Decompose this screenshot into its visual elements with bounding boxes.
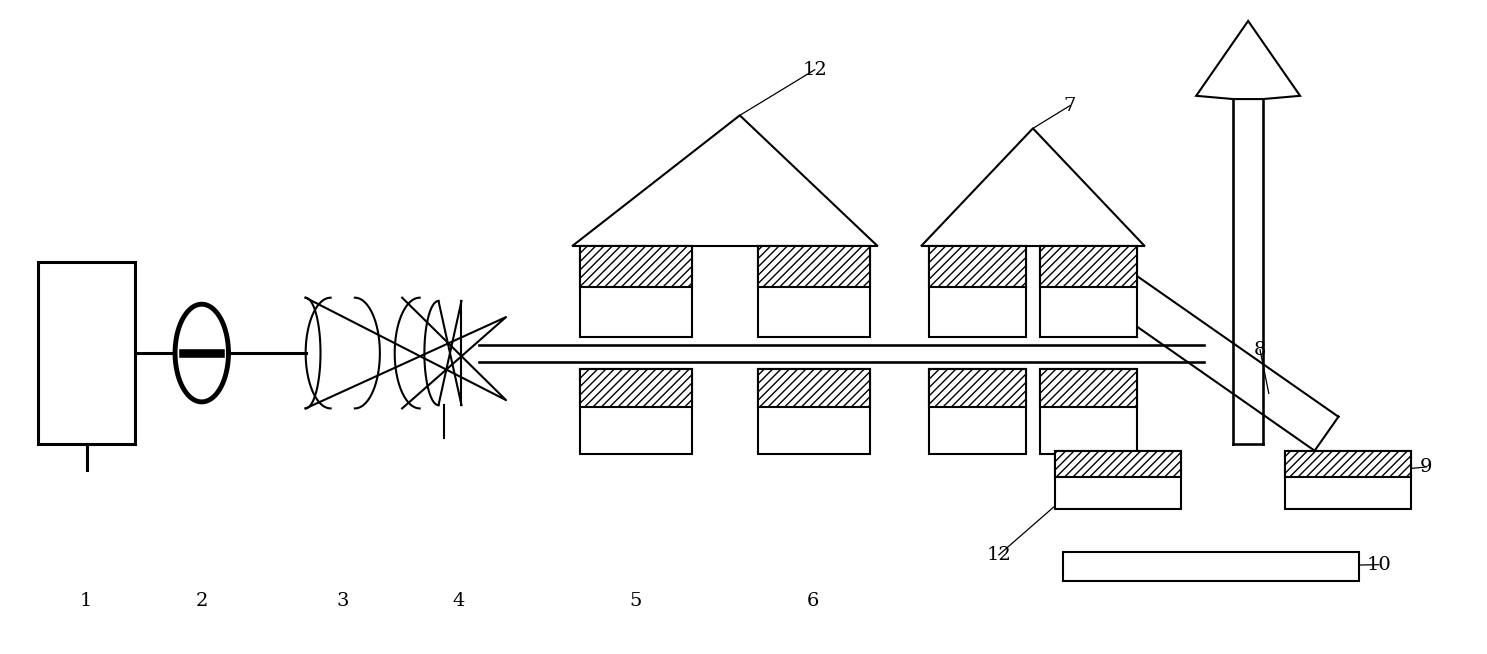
Text: 9: 9 xyxy=(1420,458,1432,476)
Bar xyxy=(1056,489,1411,509)
Bar xyxy=(1056,451,1181,477)
Text: 4: 4 xyxy=(452,591,465,610)
Text: 3: 3 xyxy=(336,591,349,610)
Text: 2: 2 xyxy=(196,591,208,610)
Polygon shape xyxy=(1196,21,1300,99)
Bar xyxy=(1285,451,1411,477)
Bar xyxy=(929,370,1026,407)
Bar xyxy=(580,246,691,337)
Bar xyxy=(580,246,691,286)
Bar xyxy=(758,246,870,337)
Bar xyxy=(580,370,691,454)
Bar xyxy=(758,246,870,286)
Text: 7: 7 xyxy=(1063,97,1077,114)
Text: 8: 8 xyxy=(1254,341,1267,359)
Bar xyxy=(39,262,135,444)
Text: 10: 10 xyxy=(1367,556,1392,574)
Text: 12: 12 xyxy=(986,546,1011,564)
Bar xyxy=(1041,370,1138,407)
Text: 1: 1 xyxy=(80,591,92,610)
Bar xyxy=(758,370,870,407)
Bar xyxy=(929,370,1026,454)
Bar xyxy=(1041,246,1138,337)
Bar xyxy=(1285,451,1411,509)
Bar xyxy=(1041,246,1138,286)
Bar xyxy=(758,370,870,454)
Bar xyxy=(929,246,1026,286)
Bar xyxy=(1063,552,1359,581)
Bar xyxy=(580,370,691,407)
Bar xyxy=(1041,370,1138,454)
Bar xyxy=(1056,451,1181,509)
Bar xyxy=(929,246,1026,337)
Text: 5: 5 xyxy=(629,591,641,610)
Text: 12: 12 xyxy=(803,61,827,78)
Text: 6: 6 xyxy=(807,591,819,610)
